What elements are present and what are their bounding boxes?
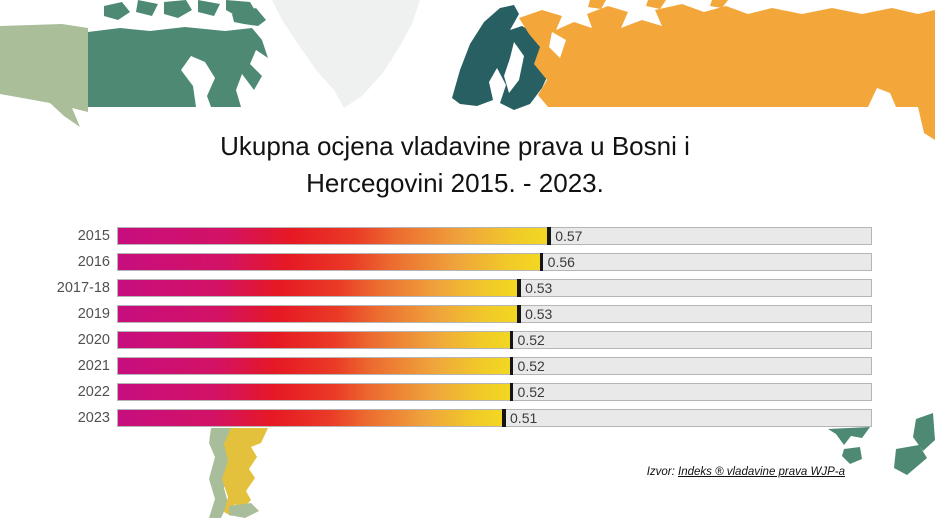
map-alaska (0, 24, 88, 127)
year-label: 2016 (77, 254, 110, 270)
bar-track[interactable]: 0.52 (117, 331, 872, 349)
value-marker-icon (509, 331, 514, 349)
map-north-band (0, 0, 935, 140)
source-prefix: Izvor: (646, 466, 678, 478)
bar-fill (118, 254, 540, 270)
bar-fill (118, 384, 510, 400)
year-label: 2020 (77, 332, 110, 348)
value-marker-icon (517, 279, 521, 297)
bar-track[interactable]: 0.57 (117, 227, 872, 245)
map-new-zealand-south (894, 445, 927, 475)
bar-fill (118, 332, 510, 348)
map-baffin-island (232, 8, 266, 26)
map-chile (209, 428, 231, 518)
map-tierra-del-fuego (229, 503, 259, 518)
bar-track[interactable]: 0.53 (117, 305, 872, 323)
map-greenland (272, 0, 420, 108)
year-label: 2019 (77, 306, 110, 322)
bar-row: 2019 0.53 (50, 305, 872, 323)
map-scandinavia (452, 5, 558, 110)
bar-chart: 2015 0.57 2016 0.56 2017-18 0.53 2019 0.… (50, 227, 872, 435)
map-arctic-island-3 (164, 0, 192, 18)
source-note: Izvor: Indeks ® vladavine prava WJP-a (647, 466, 845, 478)
map-tasmania (842, 447, 862, 464)
bar-row: 2023 0.51 (50, 409, 872, 427)
map-new-zealand-north (913, 413, 935, 451)
value-marker-icon (502, 409, 506, 427)
map-russia (519, 4, 935, 107)
bar-row: 2015 0.57 (50, 227, 872, 245)
bar-value-label: 0.52 (517, 384, 545, 400)
map-argentina (222, 428, 268, 516)
bar-fill (118, 280, 518, 296)
bar-row: 2022 0.52 (50, 383, 872, 401)
bar-rows: 2015 0.57 2016 0.56 2017-18 0.53 2019 0.… (50, 227, 872, 427)
map-south-band (209, 413, 935, 518)
bar-row: 2017-18 0.53 (50, 279, 872, 297)
year-label: 2015 (77, 228, 110, 244)
bar-track[interactable]: 0.56 (117, 253, 872, 271)
map-hudson-bay (181, 56, 215, 107)
bar-fill (118, 358, 510, 374)
bar-track[interactable]: 0.52 (117, 357, 872, 375)
map-arctic-island-1 (104, 2, 130, 20)
map-sea-of-okhotsk (868, 88, 896, 107)
bar-value-label: 0.57 (555, 228, 583, 244)
year-label: 2017-18 (56, 280, 110, 296)
bar-value-label: 0.56 (547, 254, 575, 270)
year-label: 2021 (77, 358, 110, 374)
map-arctic-island-2 (136, 0, 158, 16)
bar-track[interactable]: 0.53 (117, 279, 872, 297)
bar-value-label: 0.52 (517, 358, 545, 374)
bar-row: 2021 0.52 (50, 357, 872, 375)
year-label: 2023 (77, 410, 110, 426)
bar-row: 2016 0.56 (50, 253, 872, 271)
map-kamchatka (918, 107, 935, 140)
map-russia-island-2 (646, 0, 666, 9)
map-canada (88, 27, 268, 107)
bar-fill (118, 410, 503, 426)
bar-value-label: 0.51 (510, 410, 538, 426)
bar-fill (118, 306, 518, 322)
source-link[interactable]: Indeks ® vladavine prava WJP-a (678, 466, 845, 478)
map-arctic-island-4 (198, 0, 220, 16)
year-label: 2022 (77, 384, 110, 400)
map-russia-island-3 (710, 0, 728, 8)
map-gulf-of-bothnia (504, 42, 524, 93)
value-marker-icon (509, 357, 514, 375)
value-marker-icon (547, 227, 551, 245)
bar-value-label: 0.53 (525, 306, 553, 322)
bar-value-label: 0.53 (525, 280, 553, 296)
value-marker-icon (517, 305, 521, 323)
map-white-sea (549, 32, 566, 58)
map-iceland (368, 52, 392, 70)
chart-title: Ukupna ocjena vladavine prava u Bosni i … (0, 128, 910, 202)
bar-fill (118, 228, 548, 244)
chart-title-text: Ukupna ocjena vladavine prava u Bosni i … (220, 131, 690, 198)
value-marker-icon (539, 253, 544, 271)
bar-track[interactable]: 0.51 (117, 409, 872, 427)
bar-track[interactable]: 0.52 (117, 383, 872, 401)
map-australia-tip (828, 427, 870, 445)
map-russia-island-1 (588, 0, 606, 9)
bar-value-label: 0.52 (517, 332, 545, 348)
value-marker-icon (509, 383, 514, 401)
bar-row: 2020 0.52 (50, 331, 872, 349)
